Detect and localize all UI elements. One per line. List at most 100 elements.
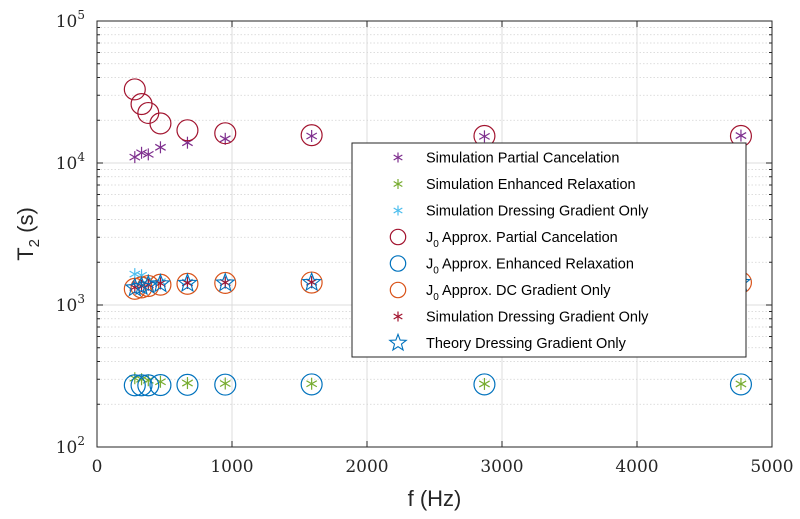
legend-entry: Simulation Dressing Gradient Only	[426, 204, 649, 220]
y-tick-label-exp: 3	[77, 292, 85, 306]
data-point	[214, 122, 237, 145]
asterisk-stroke	[142, 150, 154, 158]
legend-marker	[393, 179, 403, 189]
x-tick-label: 1000	[210, 457, 253, 477]
asterisk-stroke	[154, 143, 166, 151]
y-tick-label-exp: 2	[77, 434, 85, 448]
asterisk-stroke	[735, 380, 747, 388]
data-point	[137, 374, 160, 397]
data-point	[735, 129, 747, 142]
asterisk-stroke	[478, 380, 490, 388]
legend-entry-prefix: J	[426, 283, 433, 299]
data-point	[137, 101, 160, 125]
data-point	[130, 374, 153, 397]
legend-marker	[389, 255, 407, 272]
x-tick-label: 4000	[615, 457, 658, 477]
y-tick-label-base: 10	[56, 296, 78, 316]
asterisk-stroke	[129, 374, 141, 382]
data-point	[478, 377, 490, 390]
y-axis-label-main: T	[13, 247, 38, 260]
series-1	[129, 129, 747, 164]
asterisk-stroke	[393, 313, 403, 320]
asterisk-stroke	[219, 135, 231, 143]
asterisk-stroke	[393, 154, 403, 161]
data-point	[735, 377, 747, 390]
legend-entry: Simulation Dressing Gradient Only	[426, 310, 649, 326]
data-point	[214, 373, 237, 396]
data-point	[131, 275, 152, 296]
asterisk-stroke	[393, 207, 403, 214]
data-point	[154, 141, 166, 154]
asterisk-stroke	[181, 379, 193, 387]
legend-marker	[389, 228, 407, 246]
data-point	[181, 377, 193, 390]
asterisk-stroke	[306, 380, 318, 388]
legend-marker	[393, 152, 403, 163]
data-point	[142, 148, 154, 161]
data-point	[181, 136, 193, 149]
data-point	[729, 373, 752, 396]
legend-marker	[388, 332, 408, 352]
data-point	[176, 119, 199, 142]
data-point	[473, 373, 496, 396]
legend-entry-rest: Approx. DC Gradient Only	[439, 283, 611, 299]
data-point	[306, 129, 318, 142]
data-point	[123, 78, 146, 101]
y-tick-label: 105	[56, 8, 85, 32]
series-4	[123, 78, 752, 148]
asterisk-stroke	[219, 379, 231, 388]
data-point	[219, 132, 231, 145]
data-point	[176, 373, 199, 396]
axis-ticks	[96, 20, 773, 448]
data-point	[214, 272, 236, 292]
y-tick-label: 103	[56, 292, 85, 316]
data-point	[300, 124, 323, 147]
data-point	[123, 374, 146, 397]
x-tick-label: 5000	[750, 457, 793, 477]
y-tick-label-exp: 5	[77, 8, 85, 22]
legend-entry-rest: Approx. Enhanced Relaxation	[439, 257, 634, 273]
legend-entry-sub: 0	[433, 266, 439, 277]
legend-marker	[393, 311, 403, 322]
legend-entry: Simulation Enhanced Relaxation	[426, 177, 636, 193]
legend-entry-sub: 0	[433, 239, 439, 250]
data-point	[130, 93, 153, 116]
asterisk-stroke	[735, 132, 747, 140]
legend-marker	[389, 281, 407, 299]
legend-entry-rest: Approx. Partial Cancelation	[439, 230, 618, 246]
legend-entry: J0 Approx. Partial Cancelation	[426, 230, 618, 250]
asterisk-stroke	[306, 132, 318, 140]
asterisk-stroke	[129, 270, 141, 278]
legend-entry: Theory Dressing Gradient Only	[426, 336, 627, 352]
asterisk-stroke	[154, 378, 166, 386]
data-point	[149, 374, 172, 397]
y-tick-label: 104	[56, 150, 86, 174]
data-point	[137, 274, 159, 294]
data-point	[124, 277, 146, 297]
x-tick-label: 3000	[480, 457, 523, 477]
y-tick-label-base: 10	[56, 154, 78, 174]
series-5	[123, 373, 752, 397]
data-point	[150, 272, 171, 293]
y-tick-label-base: 10	[56, 438, 78, 458]
data-point	[301, 271, 322, 292]
asterisk-stroke	[393, 180, 403, 188]
data-point	[177, 272, 198, 293]
asterisk-stroke	[478, 132, 490, 140]
legend-entry-prefix: J	[426, 230, 433, 246]
data-point	[154, 375, 166, 388]
data-point	[300, 373, 323, 396]
x-tick-label: 2000	[345, 457, 388, 477]
data-point	[219, 377, 231, 390]
legend-marker	[393, 205, 403, 216]
y-tick-label-exp: 4	[77, 150, 85, 164]
data-point	[149, 112, 172, 135]
data-point	[129, 372, 141, 385]
x-axis-label: f (Hz)	[408, 486, 462, 511]
y-tick-label-base: 10	[56, 12, 78, 32]
legend-entry: J0 Approx. DC Gradient Only	[426, 283, 611, 303]
legend-entry-prefix: J	[426, 257, 433, 273]
y-axis-label: T2 (s)	[13, 207, 43, 261]
